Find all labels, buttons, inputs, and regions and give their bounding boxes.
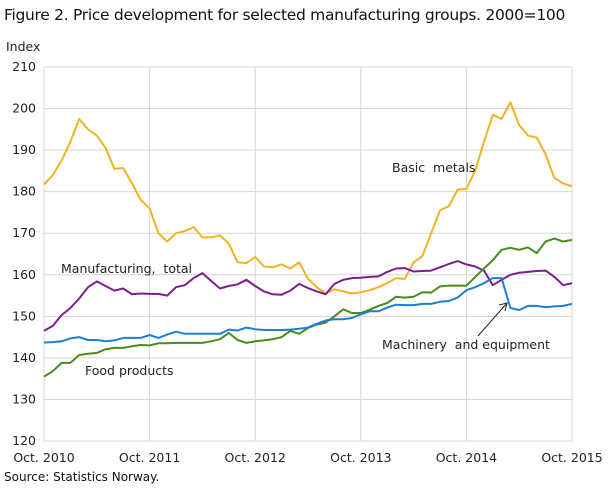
x-tick-label: Oct. 2011: [119, 450, 180, 465]
series-line-2: [43, 277, 573, 344]
y-tick-label: 210: [12, 59, 36, 74]
series-label: Food products: [85, 363, 174, 378]
chart-title: Figure 2. Price development for selected…: [4, 6, 566, 24]
y-tick-label: 180: [12, 184, 36, 199]
series-line-0: [43, 101, 573, 295]
x-tick-label: Oct. 2012: [225, 450, 286, 465]
annotation-arrow: [477, 302, 508, 337]
x-tick-label: Oct. 2014: [436, 450, 497, 465]
arrowhead-icon: [498, 302, 508, 312]
series-line-3: [43, 237, 573, 378]
y-axis-label: Index: [6, 39, 40, 54]
y-tick-label: 120: [12, 433, 36, 448]
x-tick-label: Oct. 2013: [330, 450, 391, 465]
y-tick-label: 160: [12, 267, 36, 282]
source-note: Source: Statistics Norway.: [4, 470, 160, 484]
y-tick-label: 190: [12, 142, 36, 157]
y-tick-label: 130: [12, 391, 36, 406]
x-tick-label: Oct. 2010: [13, 450, 74, 465]
y-tick-label: 150: [12, 308, 36, 323]
y-tick-label: 140: [12, 350, 36, 365]
series-label: Manufacturing, total: [61, 261, 192, 276]
series-label: Basic metals: [392, 160, 475, 175]
series-label: Machinery and equipment: [382, 337, 550, 352]
y-tick-label: 200: [12, 101, 36, 116]
y-tick-label: 170: [12, 225, 36, 240]
series-line-1: [43, 260, 573, 332]
x-tick-label: Oct. 2015: [541, 450, 602, 465]
